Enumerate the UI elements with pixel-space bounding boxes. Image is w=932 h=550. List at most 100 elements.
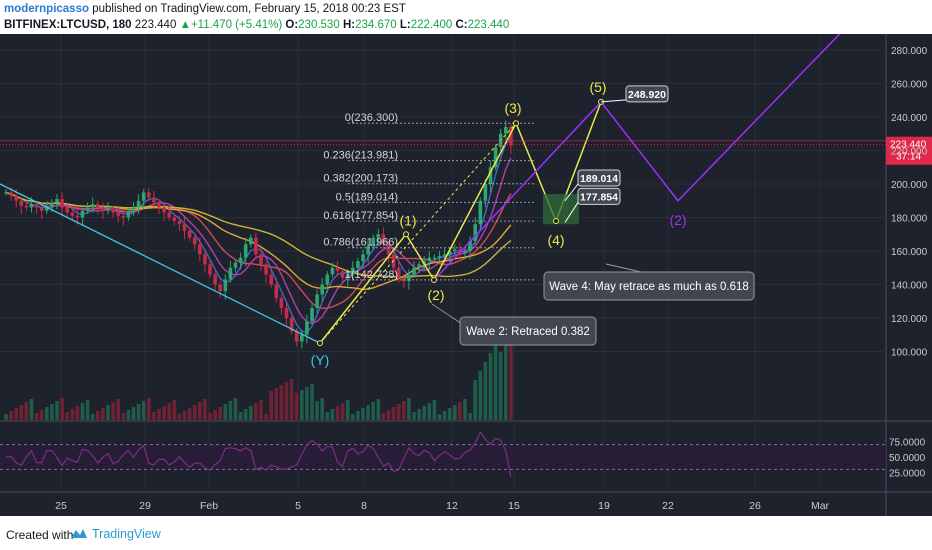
volume-bar (121, 413, 126, 420)
price-tag-box (577, 187, 621, 205)
candle-body (136, 200, 141, 208)
candle-body (147, 192, 151, 198)
volume-bar (447, 408, 452, 420)
volume-bar (177, 414, 182, 420)
candle-body (402, 277, 406, 282)
volume-bar (136, 404, 141, 420)
wave-vertex (553, 218, 559, 225)
fib-level-label: 0.236(213.981) (323, 150, 398, 162)
candle-body (238, 257, 243, 263)
volume-bar (233, 398, 238, 420)
volume-bar (96, 411, 100, 420)
candle-body (162, 207, 166, 213)
y-tick-label: 180.000 (891, 214, 928, 225)
volume-bar (106, 405, 110, 420)
candle-body (177, 220, 182, 225)
candle-body (478, 200, 483, 225)
fib-level-label: 0(236.300) (345, 112, 398, 124)
volume-bar (386, 410, 391, 420)
candle-body (34, 204, 39, 208)
volume-bar (90, 414, 95, 420)
volume-bar (284, 382, 289, 420)
rsi-band (0, 444, 886, 470)
price-tag-leader (600, 99, 627, 103)
wave-vertex (317, 340, 323, 347)
candle-body (96, 204, 100, 208)
volume-bar (172, 400, 177, 420)
candle-body (228, 267, 233, 280)
candle-body (187, 230, 192, 238)
volume-bar (147, 398, 151, 420)
volume-bar (442, 411, 447, 420)
rsi-tick-label: 75.0000 (889, 438, 926, 449)
volume-bar (80, 403, 85, 420)
x-tick-label: 19 (598, 500, 610, 512)
created-with-text: Created with (6, 528, 74, 542)
candle-body (417, 264, 421, 268)
volume-bar (213, 410, 217, 420)
y-tick-label: 200.000 (891, 180, 928, 191)
candle-body (330, 267, 335, 275)
candle-body (325, 274, 330, 285)
y-tick-label: 120.000 (891, 314, 928, 325)
price-chart[interactable]: 0(236.300) 0.236(213.981) 0.382(200.173) 0.… (0, 34, 932, 516)
annotation-wave-4[interactable]: Wave 4: May retrace as much as 0.618 (543, 263, 755, 301)
publish-line: modernpicasso published on TradingView.c… (4, 3, 406, 15)
annotation-wave-2[interactable]: Wave 2: Retraced 0.382 (431, 303, 597, 346)
volume-bar (198, 402, 202, 420)
candle-body (131, 207, 136, 211)
wave-projection-line[interactable] (433, 34, 842, 281)
volume-bar (264, 414, 268, 420)
candle-body (284, 307, 289, 318)
price-tag-label: 248.920 (628, 89, 666, 101)
candle-body (468, 240, 472, 251)
candle-body (223, 279, 228, 292)
elliott-waves[interactable]: (Y) (1) (2) (3) (4) (5) (2) 248.920 189.014 177.8… (311, 34, 842, 368)
volume-bar (493, 344, 498, 420)
candle-body (80, 210, 85, 218)
volume-bar (4, 414, 8, 420)
wave-label: (1) (399, 212, 416, 228)
volume-bar (24, 402, 29, 420)
candle-body (39, 207, 44, 211)
volume-bar (182, 411, 187, 420)
volume-bar (468, 413, 472, 420)
candle-body (483, 184, 488, 201)
wave-label: (3) (504, 100, 521, 116)
candle-body (437, 256, 442, 258)
candle-body (101, 207, 105, 211)
volume-bar (483, 362, 488, 420)
volume-bar (238, 412, 243, 420)
candle-body (407, 274, 411, 282)
x-tick-label: Mar (811, 500, 830, 512)
tradingview-brand-link[interactable]: TradingView (92, 527, 161, 541)
volume-bar (228, 401, 233, 420)
open-value: 230.530 (298, 19, 340, 31)
candle-body (274, 284, 279, 298)
bar-countdown-label: 37:14 (896, 152, 921, 163)
candle-body (463, 251, 467, 253)
volume-bar (85, 400, 90, 420)
candle-body (351, 267, 355, 275)
last-price-box (886, 136, 932, 165)
author-link[interactable]: modernpicasso (4, 3, 89, 15)
trendline[interactable] (0, 183, 321, 344)
volume-bar (371, 402, 375, 420)
wave-vertex (513, 120, 519, 127)
candle-body (172, 217, 177, 221)
candle-body (310, 307, 314, 322)
candle-body (208, 264, 212, 275)
volume-bar (478, 371, 483, 420)
volume-bar (325, 412, 330, 420)
y-tick-label: 160.000 (891, 247, 928, 258)
candle-body (305, 321, 309, 335)
volume-bar (70, 409, 75, 420)
volume-bar (432, 400, 437, 420)
candle-body (381, 234, 386, 245)
candle-body (4, 192, 8, 194)
candle-body (45, 207, 49, 211)
volume-bar (300, 390, 304, 420)
volume-bar (157, 409, 161, 420)
volume-bar (75, 406, 80, 420)
volume-bar (417, 409, 421, 420)
